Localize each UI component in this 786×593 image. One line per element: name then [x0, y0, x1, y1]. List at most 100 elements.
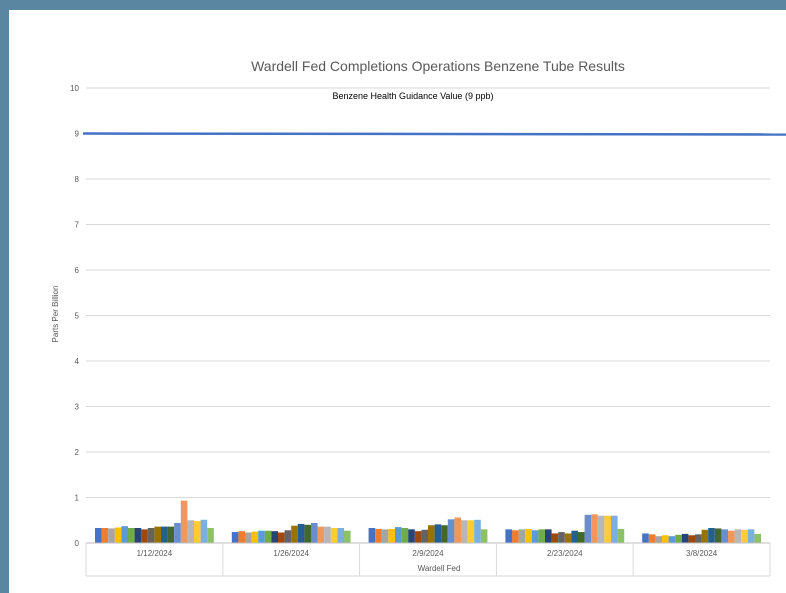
- bar: [505, 529, 512, 543]
- bar: [604, 515, 611, 543]
- gridlines: 0 1 2 3 4 5 6 7 8 9 10: [70, 84, 770, 548]
- bar: [461, 520, 468, 543]
- bar: [271, 531, 278, 543]
- bar: [688, 535, 695, 543]
- bar: [95, 527, 102, 543]
- bar: [584, 514, 592, 543]
- bar: [447, 519, 455, 543]
- x-tick-label: 1/26/2024: [273, 549, 309, 558]
- bar: [154, 526, 161, 543]
- x-tick-label: 2/23/2024: [547, 549, 583, 558]
- bar: [395, 527, 402, 543]
- bar: [597, 515, 605, 543]
- bar: [408, 529, 415, 543]
- bar: [721, 529, 728, 543]
- bar: [617, 528, 625, 543]
- bar: [681, 533, 689, 543]
- bar: [525, 528, 532, 543]
- bar: [714, 528, 722, 543]
- bar: [480, 529, 488, 543]
- y-tick-label: 7: [75, 221, 80, 230]
- bar: [108, 528, 115, 543]
- y-tick-label: 6: [75, 266, 80, 275]
- bar: [174, 522, 181, 543]
- bar: [648, 534, 656, 543]
- bar: [381, 529, 389, 543]
- bar: [238, 531, 245, 543]
- bar: [747, 529, 755, 543]
- bar: [101, 527, 109, 543]
- bar: [695, 534, 702, 543]
- bar: [467, 520, 475, 543]
- bar: [414, 531, 422, 543]
- chart-panel: Wardell Fed Completions Operations Benze…: [9, 10, 786, 593]
- bar: [324, 526, 331, 543]
- bar: [571, 530, 578, 543]
- bar: [512, 530, 519, 543]
- x-axis: 1/12/2024 1/26/2024 2/9/2024 2/23/2024 3/8/2…: [85, 542, 771, 577]
- y-tick-label: 8: [75, 175, 80, 184]
- bars: [95, 500, 761, 543]
- y-tick-label: 5: [75, 312, 80, 321]
- bar: [531, 530, 539, 543]
- bar: [121, 526, 128, 543]
- bar: [368, 527, 376, 543]
- benzene-bar-chart: Wardell Fed Completions Operations Benze…: [51, 58, 786, 577]
- bar: [284, 530, 292, 543]
- bar: [551, 533, 559, 543]
- bar: [611, 515, 618, 543]
- bar: [344, 530, 351, 543]
- bar: [245, 532, 252, 543]
- bar: [317, 526, 325, 543]
- y-tick-label: 3: [75, 403, 80, 412]
- bar: [161, 526, 168, 543]
- bar: [741, 529, 748, 543]
- bar: [258, 530, 265, 543]
- bar: [708, 527, 715, 543]
- bar: [375, 528, 382, 543]
- bar: [538, 529, 545, 543]
- guidance-annotation: Benzene Health Guidance Value (9 ppb): [333, 91, 494, 101]
- bar: [291, 525, 298, 543]
- bar: [114, 527, 122, 543]
- x-tick-label: 1/12/2024: [137, 549, 173, 558]
- bar: [304, 524, 311, 543]
- bar: [701, 529, 709, 543]
- bar: [734, 529, 742, 543]
- bar: [401, 527, 409, 543]
- guidance-reference-line: [82, 132, 786, 136]
- bar: [675, 534, 682, 543]
- chart-title: Wardell Fed Completions Operations Benze…: [251, 58, 625, 74]
- y-tick-label: 10: [70, 84, 79, 93]
- bar: [668, 536, 676, 543]
- bar: [278, 532, 285, 543]
- bar: [231, 532, 239, 543]
- bar: [194, 521, 201, 543]
- bar: [558, 532, 565, 543]
- bar: [434, 524, 442, 543]
- bar: [128, 527, 135, 543]
- bar: [578, 532, 585, 543]
- bar: [728, 530, 735, 543]
- x-tick-label: 3/8/2024: [686, 549, 718, 558]
- bar: [187, 520, 194, 543]
- bar: [388, 528, 395, 543]
- bar: [655, 536, 662, 543]
- bar: [421, 529, 428, 543]
- y-tick-label: 9: [75, 130, 80, 139]
- bar: [474, 519, 481, 543]
- bar: [251, 531, 259, 543]
- bar: [662, 535, 669, 543]
- bar: [591, 514, 598, 543]
- bar: [147, 527, 155, 543]
- bar: [180, 500, 188, 543]
- bar: [330, 527, 338, 543]
- bar: [264, 530, 272, 543]
- bar: [134, 527, 142, 543]
- bar: [518, 529, 526, 543]
- bar: [311, 522, 318, 543]
- reference-layer: [82, 132, 786, 136]
- bar: [564, 533, 572, 543]
- bar: [207, 527, 214, 543]
- bar: [441, 525, 448, 543]
